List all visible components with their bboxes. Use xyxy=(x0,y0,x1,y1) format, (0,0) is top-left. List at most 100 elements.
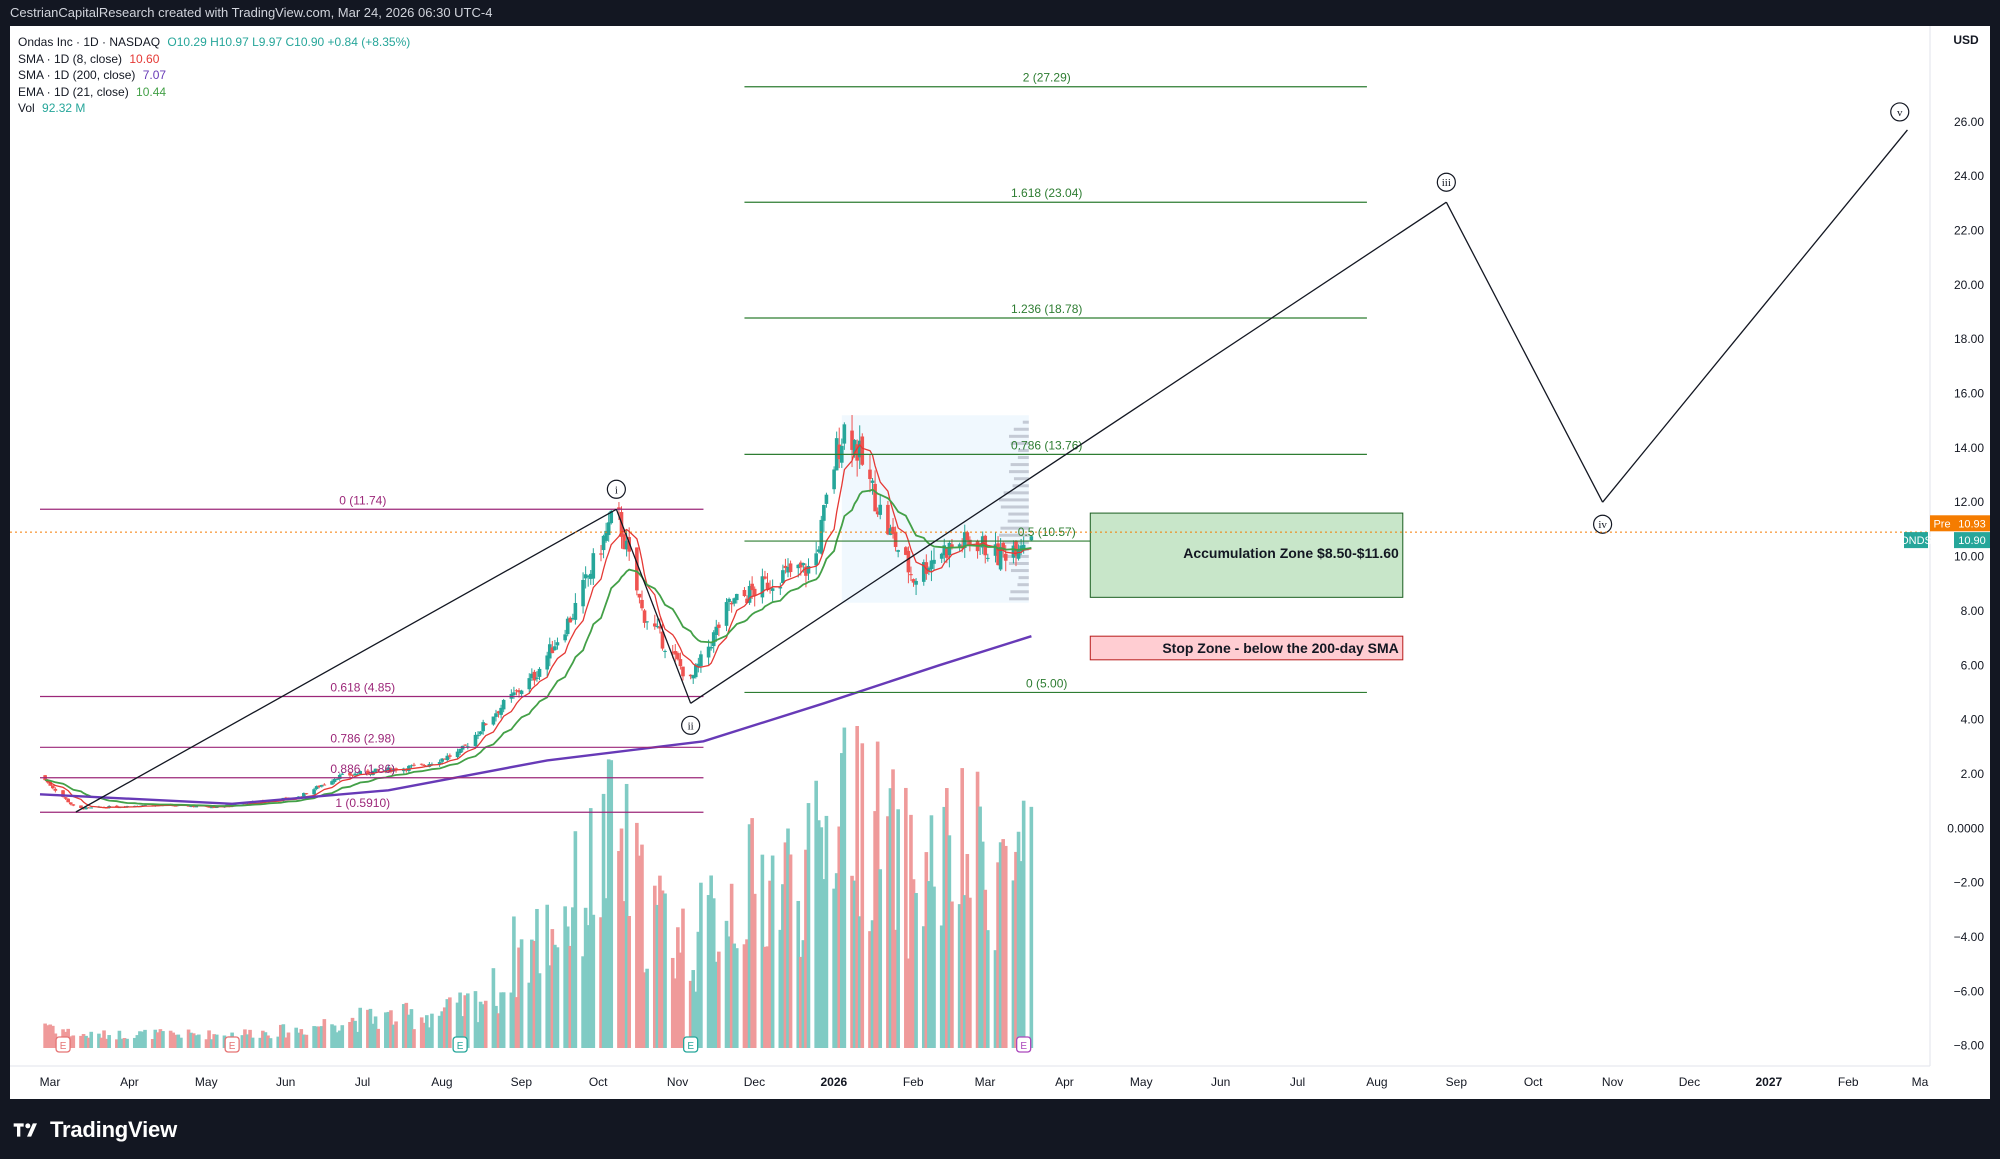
legend-volume-row[interactable]: Vol 92.32 M xyxy=(18,100,410,117)
volume-bar xyxy=(348,1021,352,1048)
volume-bar xyxy=(986,930,990,1048)
candle-body xyxy=(640,599,644,609)
legend-symbol-row[interactable]: Ondas Inc · 1D · NASDAQ O10.29 H10.97 L9… xyxy=(18,34,410,51)
volume-bar xyxy=(586,925,590,1048)
candle-body xyxy=(676,653,680,660)
candle-body xyxy=(86,807,91,809)
candle-body xyxy=(48,782,53,786)
price-chart[interactable]: 0 (11.74) 0.618 (4.85) 0.786 (2.98) 0.886 (… xyxy=(10,26,1990,1099)
volume-bar xyxy=(48,1024,53,1048)
fib-extension-label: 0 (5.00) xyxy=(1026,676,1067,690)
volume-bar xyxy=(760,854,765,1048)
volume-bar xyxy=(97,1033,101,1048)
volume-bar xyxy=(156,1032,160,1048)
candle-body xyxy=(788,563,793,573)
volume-bar xyxy=(998,842,1003,1048)
candle-body xyxy=(691,675,696,679)
candle-body xyxy=(519,690,524,695)
candle-body xyxy=(799,562,803,568)
volume-bar xyxy=(857,916,862,1048)
volume-profile-bar xyxy=(1018,576,1029,580)
price-tag-value-box xyxy=(1954,515,1990,532)
volume-profile-bar xyxy=(1013,427,1029,431)
candle-body xyxy=(512,692,516,696)
volume-bar xyxy=(837,826,842,1048)
wave-label-circle xyxy=(681,715,701,735)
price-tag-name: ONDS xyxy=(1900,535,1932,547)
candle-body xyxy=(998,547,1003,570)
y-tick-label: 26.00 xyxy=(1954,115,1984,129)
candle-body xyxy=(214,806,219,808)
x-tick-label: Sep xyxy=(511,1075,533,1089)
legend-ema21-row[interactable]: EMA · 1D (21, close) 10.44 xyxy=(18,84,410,101)
candle-body xyxy=(189,806,193,808)
candle-body xyxy=(89,807,94,809)
volume-bar xyxy=(366,1009,370,1048)
volume-bar xyxy=(355,1031,360,1048)
tradingview-logo[interactable]: TradingView xyxy=(12,1111,177,1149)
candle-body xyxy=(1021,544,1026,551)
volume-bar xyxy=(588,808,593,1048)
wave-label-circle xyxy=(1890,102,1910,122)
volume-bar xyxy=(781,884,785,1048)
volume-profile-bar xyxy=(1000,505,1029,509)
candle-body xyxy=(494,713,498,717)
candle-body xyxy=(335,778,339,780)
volume-bar xyxy=(189,1032,193,1048)
volume-bar xyxy=(299,1029,304,1048)
volume-bar xyxy=(819,827,824,1048)
candle-body xyxy=(473,734,478,747)
annotation-layer: 0 (11.74) 0.618 (4.85) 0.786 (2.98) 0.886 (… xyxy=(10,71,1930,1053)
ema21-line xyxy=(45,488,1032,807)
stop-zone xyxy=(1089,635,1404,661)
volume-bar xyxy=(591,914,596,1048)
volume-bar xyxy=(527,982,532,1048)
candle-body xyxy=(194,806,199,808)
candle-body xyxy=(927,568,931,571)
candle-body xyxy=(355,774,360,776)
candle-body xyxy=(732,598,737,604)
candle-body xyxy=(389,768,393,772)
volume-bar xyxy=(852,880,857,1048)
x-tick-label: Nov xyxy=(1602,1075,1623,1089)
volume-bar xyxy=(932,886,936,1048)
candle-body xyxy=(688,674,693,677)
volume-bar xyxy=(197,1034,201,1048)
price-tag-name: Pre xyxy=(1933,518,1950,530)
volume-bar xyxy=(102,1030,106,1048)
candle-body xyxy=(727,598,731,603)
volume-bar xyxy=(81,1034,86,1048)
candle-body xyxy=(66,798,70,803)
candle-body xyxy=(545,655,550,670)
volume-bar xyxy=(606,759,611,1048)
legend-sma200-row[interactable]: SMA · 1D (200, close) 7.07 xyxy=(18,67,410,84)
candle-body xyxy=(483,723,488,725)
chart-panel[interactable]: 0 (11.74) 0.618 (4.85) 0.786 (2.98) 0.886 (… xyxy=(10,26,1990,1099)
volume-bar xyxy=(822,879,826,1048)
volume-bar xyxy=(430,1013,434,1048)
candle-body xyxy=(837,444,842,460)
volume-bar xyxy=(71,1035,76,1048)
volume-bar xyxy=(509,992,514,1048)
volume-bar xyxy=(186,1029,191,1048)
candle-body xyxy=(304,793,309,795)
y-tick-label: −2.00 xyxy=(1954,876,1985,890)
candle-body xyxy=(947,542,952,556)
volume-bar xyxy=(870,920,875,1048)
earnings-marker xyxy=(683,1036,699,1053)
volume-bar xyxy=(404,1002,409,1048)
volume-bar xyxy=(886,816,890,1048)
candle-body xyxy=(678,659,683,667)
candle-body xyxy=(79,805,83,809)
trendline-wave5 xyxy=(1602,129,1908,503)
legend-sma8-row[interactable]: SMA · 1D (8, close) 10.60 xyxy=(18,51,410,68)
candle-body xyxy=(386,767,391,771)
trendline-wave1 xyxy=(75,508,617,813)
candle-body xyxy=(591,553,596,579)
volume-bar xyxy=(814,780,818,1048)
candle-body xyxy=(806,565,811,574)
volume-bar xyxy=(839,753,844,1048)
volume-bar xyxy=(645,968,649,1048)
volume-bar xyxy=(179,1037,183,1048)
fib-extension-label: 1.236 (18.78) xyxy=(1011,302,1082,316)
